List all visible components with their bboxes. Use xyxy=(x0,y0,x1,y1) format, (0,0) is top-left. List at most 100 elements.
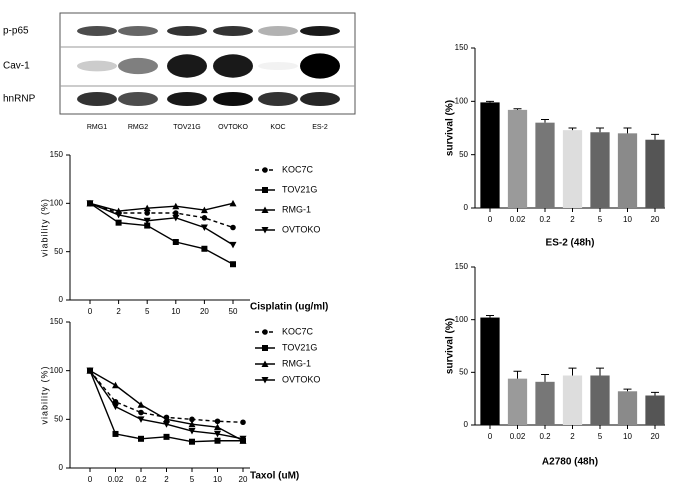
x-tick-label: 0 xyxy=(488,432,493,441)
x-axis-label: A2780 (48h) xyxy=(542,457,598,468)
data-point xyxy=(172,202,180,210)
data-point xyxy=(86,367,94,375)
x-tick-label: 50 xyxy=(229,307,238,316)
x-tick-label: 0.02 xyxy=(108,475,124,484)
y-tick-label: 100 xyxy=(455,315,469,324)
error-bar xyxy=(513,108,522,110)
bar xyxy=(480,102,500,208)
data-point xyxy=(138,435,144,442)
bar xyxy=(535,381,555,425)
error-bar xyxy=(596,367,604,376)
data-point xyxy=(229,241,237,249)
y-tick-label: 150 xyxy=(455,262,469,271)
x-tick-label: 5 xyxy=(598,432,603,441)
blot-band xyxy=(167,26,207,36)
blot-band xyxy=(300,26,340,36)
legend-marker xyxy=(262,187,268,193)
data-point xyxy=(173,210,179,216)
legend-label: OVTOKO xyxy=(282,224,320,234)
y-tick-label: 150 xyxy=(50,150,64,159)
bar xyxy=(535,122,555,208)
blot-row-label: hnRNP xyxy=(3,94,36,105)
y-axis-label: viability (%) xyxy=(39,365,49,424)
series-line xyxy=(89,202,234,212)
data-point xyxy=(239,435,247,443)
data-point xyxy=(112,403,119,411)
bar xyxy=(645,395,665,425)
legend-marker xyxy=(261,360,269,367)
x-tick-label: 0.2 xyxy=(135,475,147,484)
x-tick-label: 5 xyxy=(145,307,150,316)
data-point xyxy=(115,219,122,226)
x-tick-label: 2 xyxy=(570,432,575,441)
series-line xyxy=(89,202,234,229)
bar xyxy=(480,317,500,425)
x-tick-label: 0 xyxy=(88,475,93,484)
y-tick-label: 150 xyxy=(50,317,64,326)
data-point xyxy=(188,420,196,428)
data-point xyxy=(144,222,151,229)
y-tick-label: 0 xyxy=(59,295,64,304)
y-tick-label: 0 xyxy=(59,463,64,472)
blot-band xyxy=(258,92,298,106)
error-bar xyxy=(541,118,549,123)
data-point xyxy=(214,430,221,438)
blot-band xyxy=(167,54,207,78)
blot-lane-label: KOC xyxy=(270,124,285,131)
error-bar xyxy=(513,370,522,379)
legend-marker xyxy=(261,227,269,234)
data-point xyxy=(172,239,179,245)
y-tick-label: 50 xyxy=(459,150,468,159)
series-line xyxy=(89,370,244,442)
x-tick-label: 0.02 xyxy=(510,432,526,441)
legend-label: TOV21G xyxy=(282,184,317,194)
data-point xyxy=(163,421,170,428)
data-point xyxy=(115,211,123,219)
y-tick-label: 150 xyxy=(455,43,469,52)
x-axis-label: Cisplatin (ug/ml) xyxy=(250,302,328,313)
data-point xyxy=(172,214,180,222)
legend-label: KOC7C xyxy=(282,326,314,336)
bar xyxy=(617,391,638,425)
bar xyxy=(562,375,583,425)
blot-band xyxy=(213,26,253,36)
blot-band xyxy=(77,26,117,36)
x-tick-label: 0.02 xyxy=(510,215,526,224)
bar xyxy=(590,132,610,208)
y-tick-label: 100 xyxy=(50,198,64,207)
x-axis-label: ES-2 (48h) xyxy=(546,238,595,249)
blot-band xyxy=(118,92,158,106)
x-tick-label: 20 xyxy=(651,432,660,441)
error-bar xyxy=(568,367,577,376)
blot-lane-label: OVTOKO xyxy=(218,124,248,131)
data-point xyxy=(240,419,246,426)
data-point xyxy=(201,245,208,252)
legend-marker xyxy=(261,206,269,213)
blot-band xyxy=(77,92,117,106)
x-tick-label: 0 xyxy=(488,215,493,224)
blot-band xyxy=(118,26,158,36)
legend-marker xyxy=(262,167,268,173)
x-tick-label: 2 xyxy=(164,475,169,484)
data-point xyxy=(229,199,237,207)
blot-band xyxy=(300,53,340,79)
data-point xyxy=(189,438,195,445)
x-tick-label: 0.2 xyxy=(539,432,551,441)
data-point xyxy=(163,433,170,440)
x-tick-label: 5 xyxy=(190,475,195,484)
x-tick-label: 10 xyxy=(213,475,222,484)
error-bar xyxy=(486,314,494,318)
x-tick-label: 5 xyxy=(598,215,603,224)
x-tick-label: 2 xyxy=(570,215,575,224)
error-bar xyxy=(623,388,632,392)
data-point xyxy=(214,423,221,431)
legend-label: OVTOKO xyxy=(282,374,320,384)
x-tick-label: 10 xyxy=(623,432,632,441)
x-tick-label: 10 xyxy=(623,215,632,224)
data-point xyxy=(112,430,119,437)
x-tick-label: 0.2 xyxy=(539,215,551,224)
x-tick-label: 2 xyxy=(116,307,121,316)
data-point xyxy=(188,428,196,435)
